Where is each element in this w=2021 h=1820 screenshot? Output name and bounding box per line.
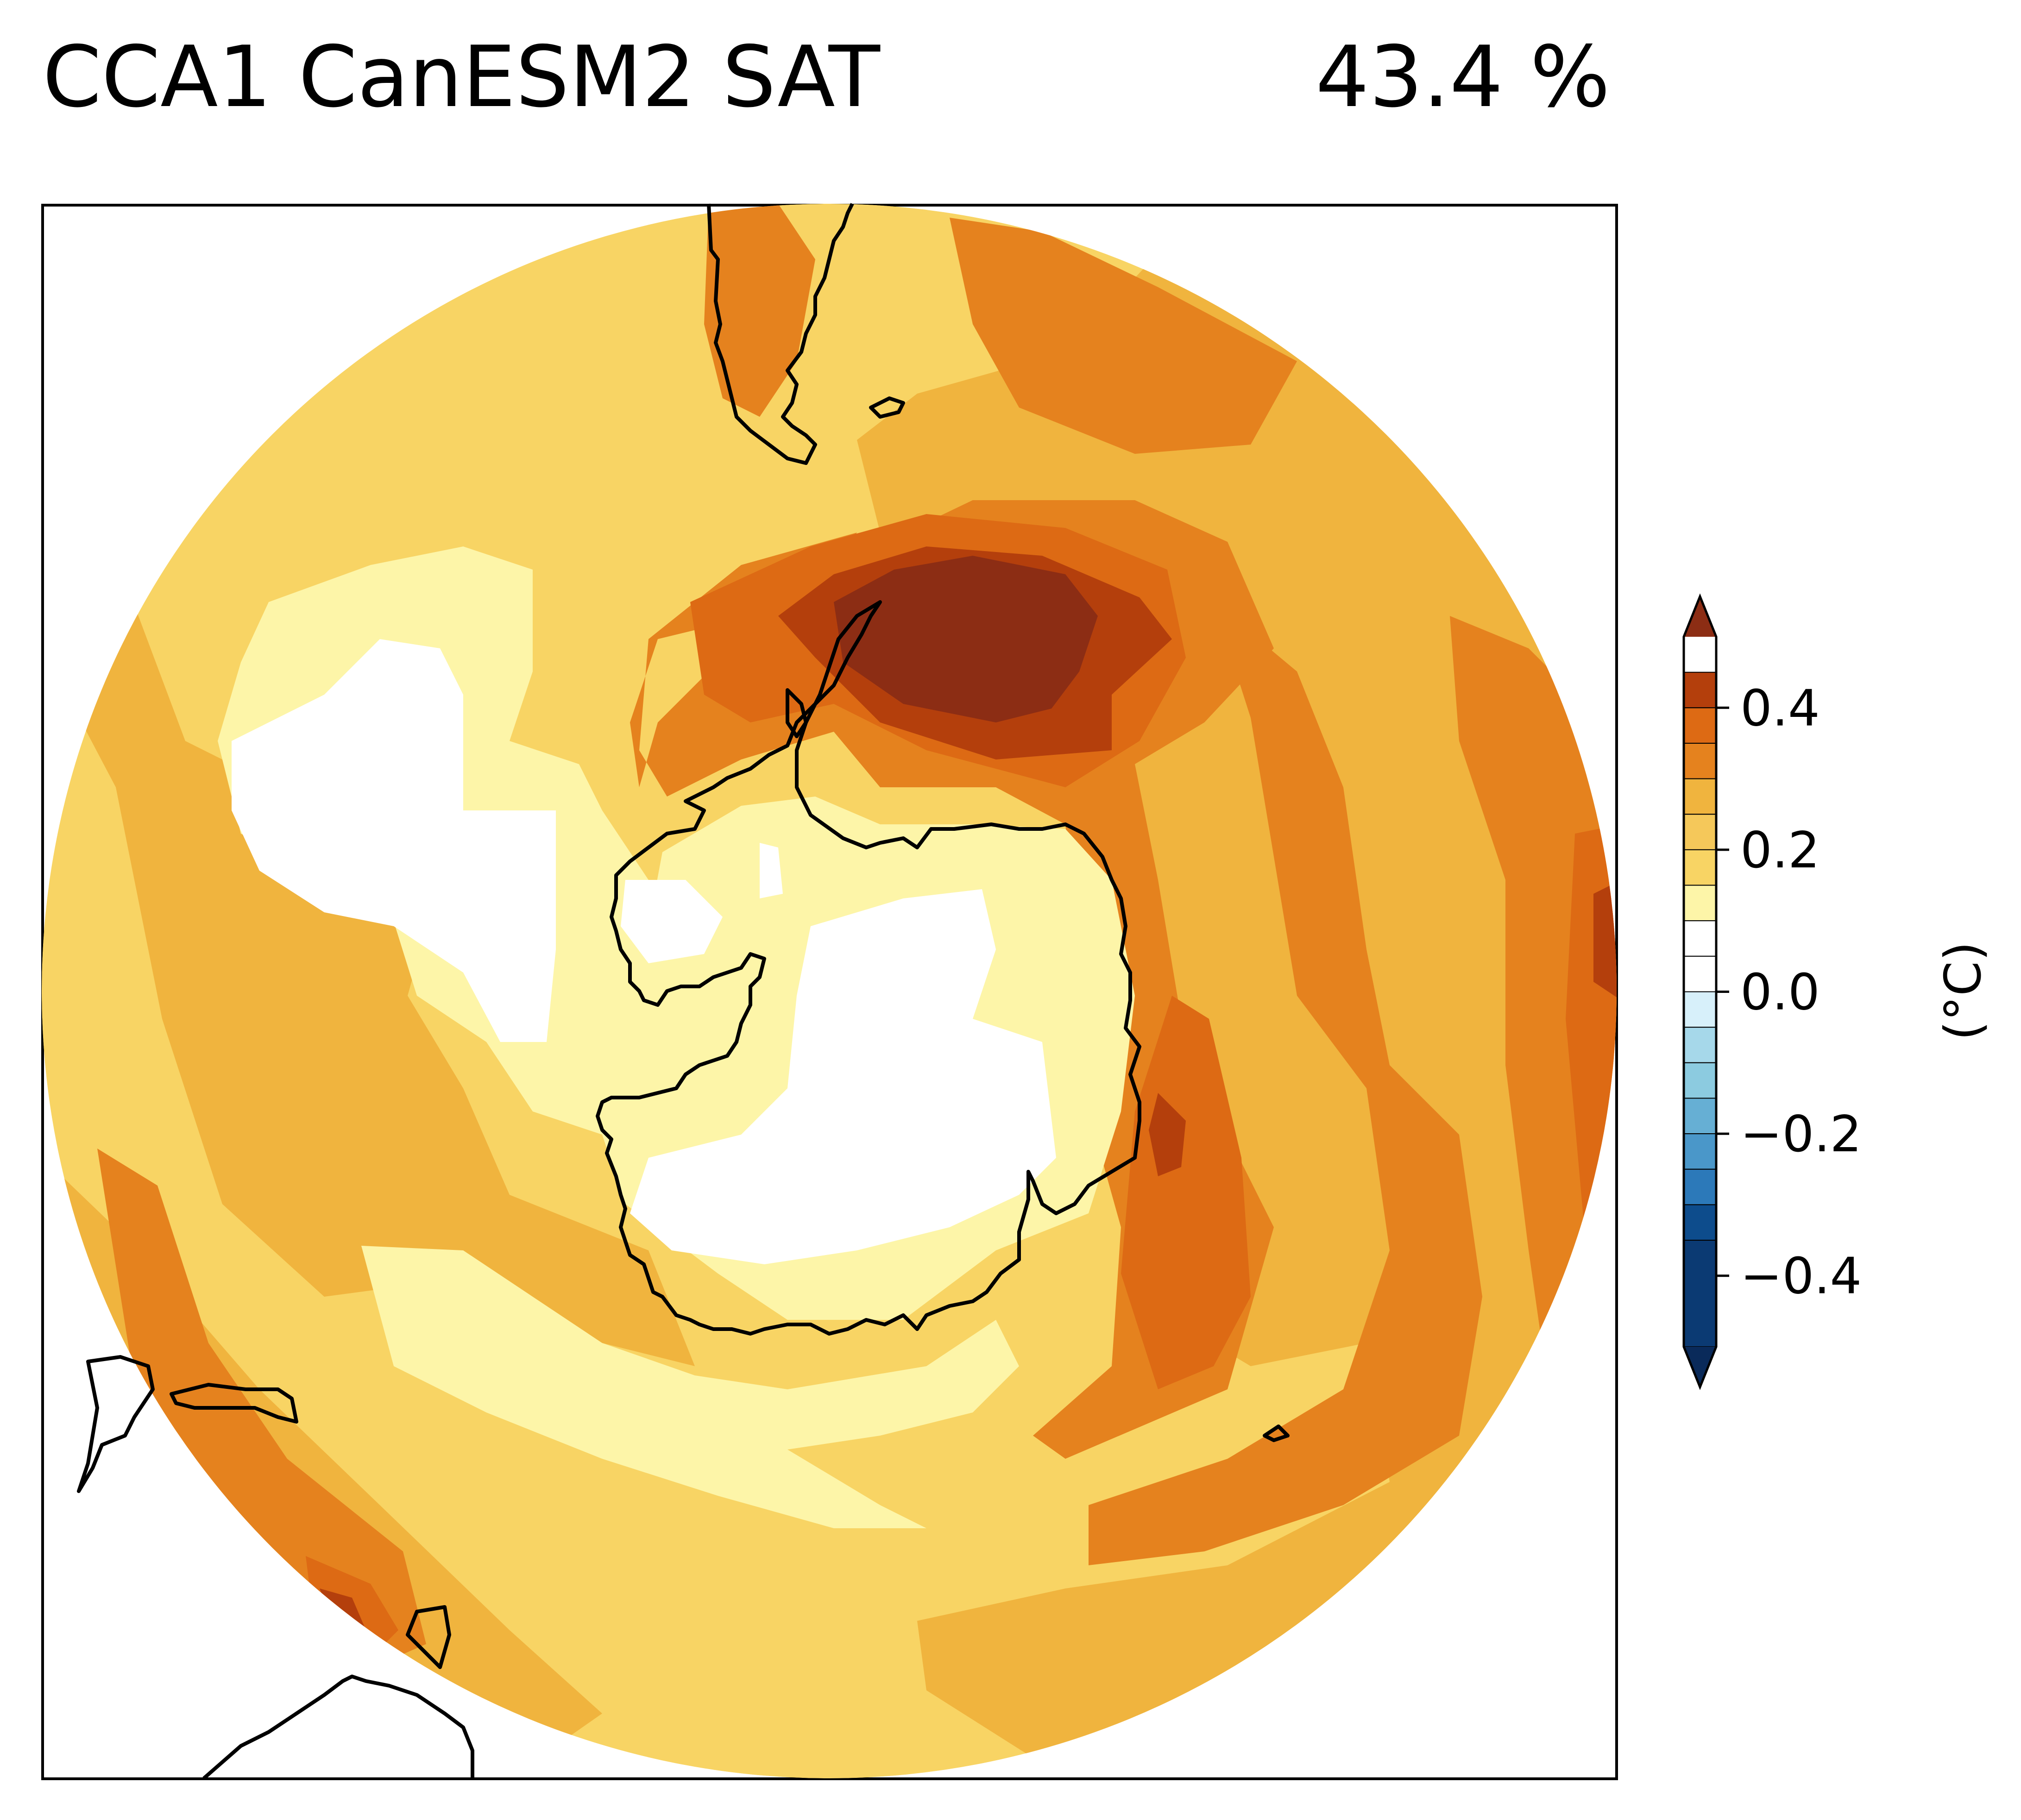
colorbar-extend-max [1684, 596, 1716, 637]
colorbar-segment [1683, 1062, 1717, 1099]
contour-region-zero-east-antarctica [630, 889, 1056, 1264]
coastline-falklands [869, 396, 905, 419]
contour-region-zero-west [232, 639, 556, 1042]
colorbar-extend-min [1684, 1347, 1716, 1387]
contour-region-max-bellingshausen [834, 556, 1098, 722]
colorbar-segments [1683, 672, 1717, 1348]
contour-region-orange-north-lobe [950, 218, 1297, 454]
colorbar-tick-label: −0.4 [1740, 1248, 1862, 1305]
colorbar-segment [1683, 1240, 1717, 1348]
contour-region-orange-southamerica [704, 204, 815, 417]
colorbar-segment [1683, 742, 1717, 779]
colorbar-segment [1683, 778, 1717, 815]
colorbar-outline [1682, 593, 1718, 1390]
contour-region-orange-west [97, 1148, 426, 1676]
contour-region-zero-west-antarctica [621, 880, 723, 963]
variance-explained-label: 43.4 % [1316, 28, 1611, 126]
contour-region-red-east-spot [1149, 1093, 1186, 1176]
coastline-australia [202, 1675, 474, 1780]
contour-region-orange-far-east [1450, 616, 1617, 1412]
coastline-small-island-east [1263, 1425, 1290, 1442]
coastline-antarctica [596, 600, 1141, 1336]
contour-region-orange-east-band [1089, 602, 1482, 1565]
colorbar-tick-label: 0.0 [1740, 964, 1820, 1022]
colorbar-segment [1683, 707, 1717, 744]
coastlines [77, 203, 1290, 1780]
colorbar-segment [1683, 1027, 1717, 1063]
coastline-south-america [707, 203, 854, 465]
colorbar-segment [1683, 849, 1717, 886]
map-title: CCA1 CanESM2 SAT [43, 28, 880, 126]
colorbar-segment [1683, 814, 1717, 850]
colorbar-tick-label: −0.2 [1740, 1105, 1862, 1163]
contour-region-darkorange-east [1121, 996, 1251, 1389]
contour-region-zero-small [760, 843, 783, 898]
colorbar-ticks: 0.4 0.2 0.0 −0.2 −0.4 [1716, 679, 1862, 1305]
colorbar-segment [1683, 1098, 1717, 1135]
colorbar-tick-label: 0.4 [1740, 679, 1820, 737]
coastline-new-zealand-south [77, 1355, 155, 1493]
colorbar-segment [1683, 955, 1717, 992]
colorbar-segment [1683, 991, 1717, 1028]
colorbar-segment [1683, 1168, 1717, 1205]
sat-pattern-map [42, 204, 1617, 1778]
colorbar-tick-label: 0.2 [1740, 822, 1820, 879]
coastline-tasmania [406, 1605, 451, 1669]
contour-region-light-ross [361, 1246, 1019, 1528]
coastline-new-zealand-north [170, 1383, 298, 1424]
colorbar-segment [1683, 672, 1717, 709]
colorbar-unit-label: (°C) [1934, 941, 1992, 1041]
contour-region-mid-west-ring [43, 509, 695, 1366]
colorbar: 0.4 0.2 0.0 −0.2 −0.4 (°C) [1682, 593, 1992, 1390]
colorbar-segment [1683, 1204, 1717, 1241]
coastline-peninsula-island [786, 688, 808, 738]
colorbar-segment [1683, 920, 1717, 957]
colorbar-segment [1683, 1133, 1717, 1170]
colorbar-segment [1683, 885, 1717, 922]
